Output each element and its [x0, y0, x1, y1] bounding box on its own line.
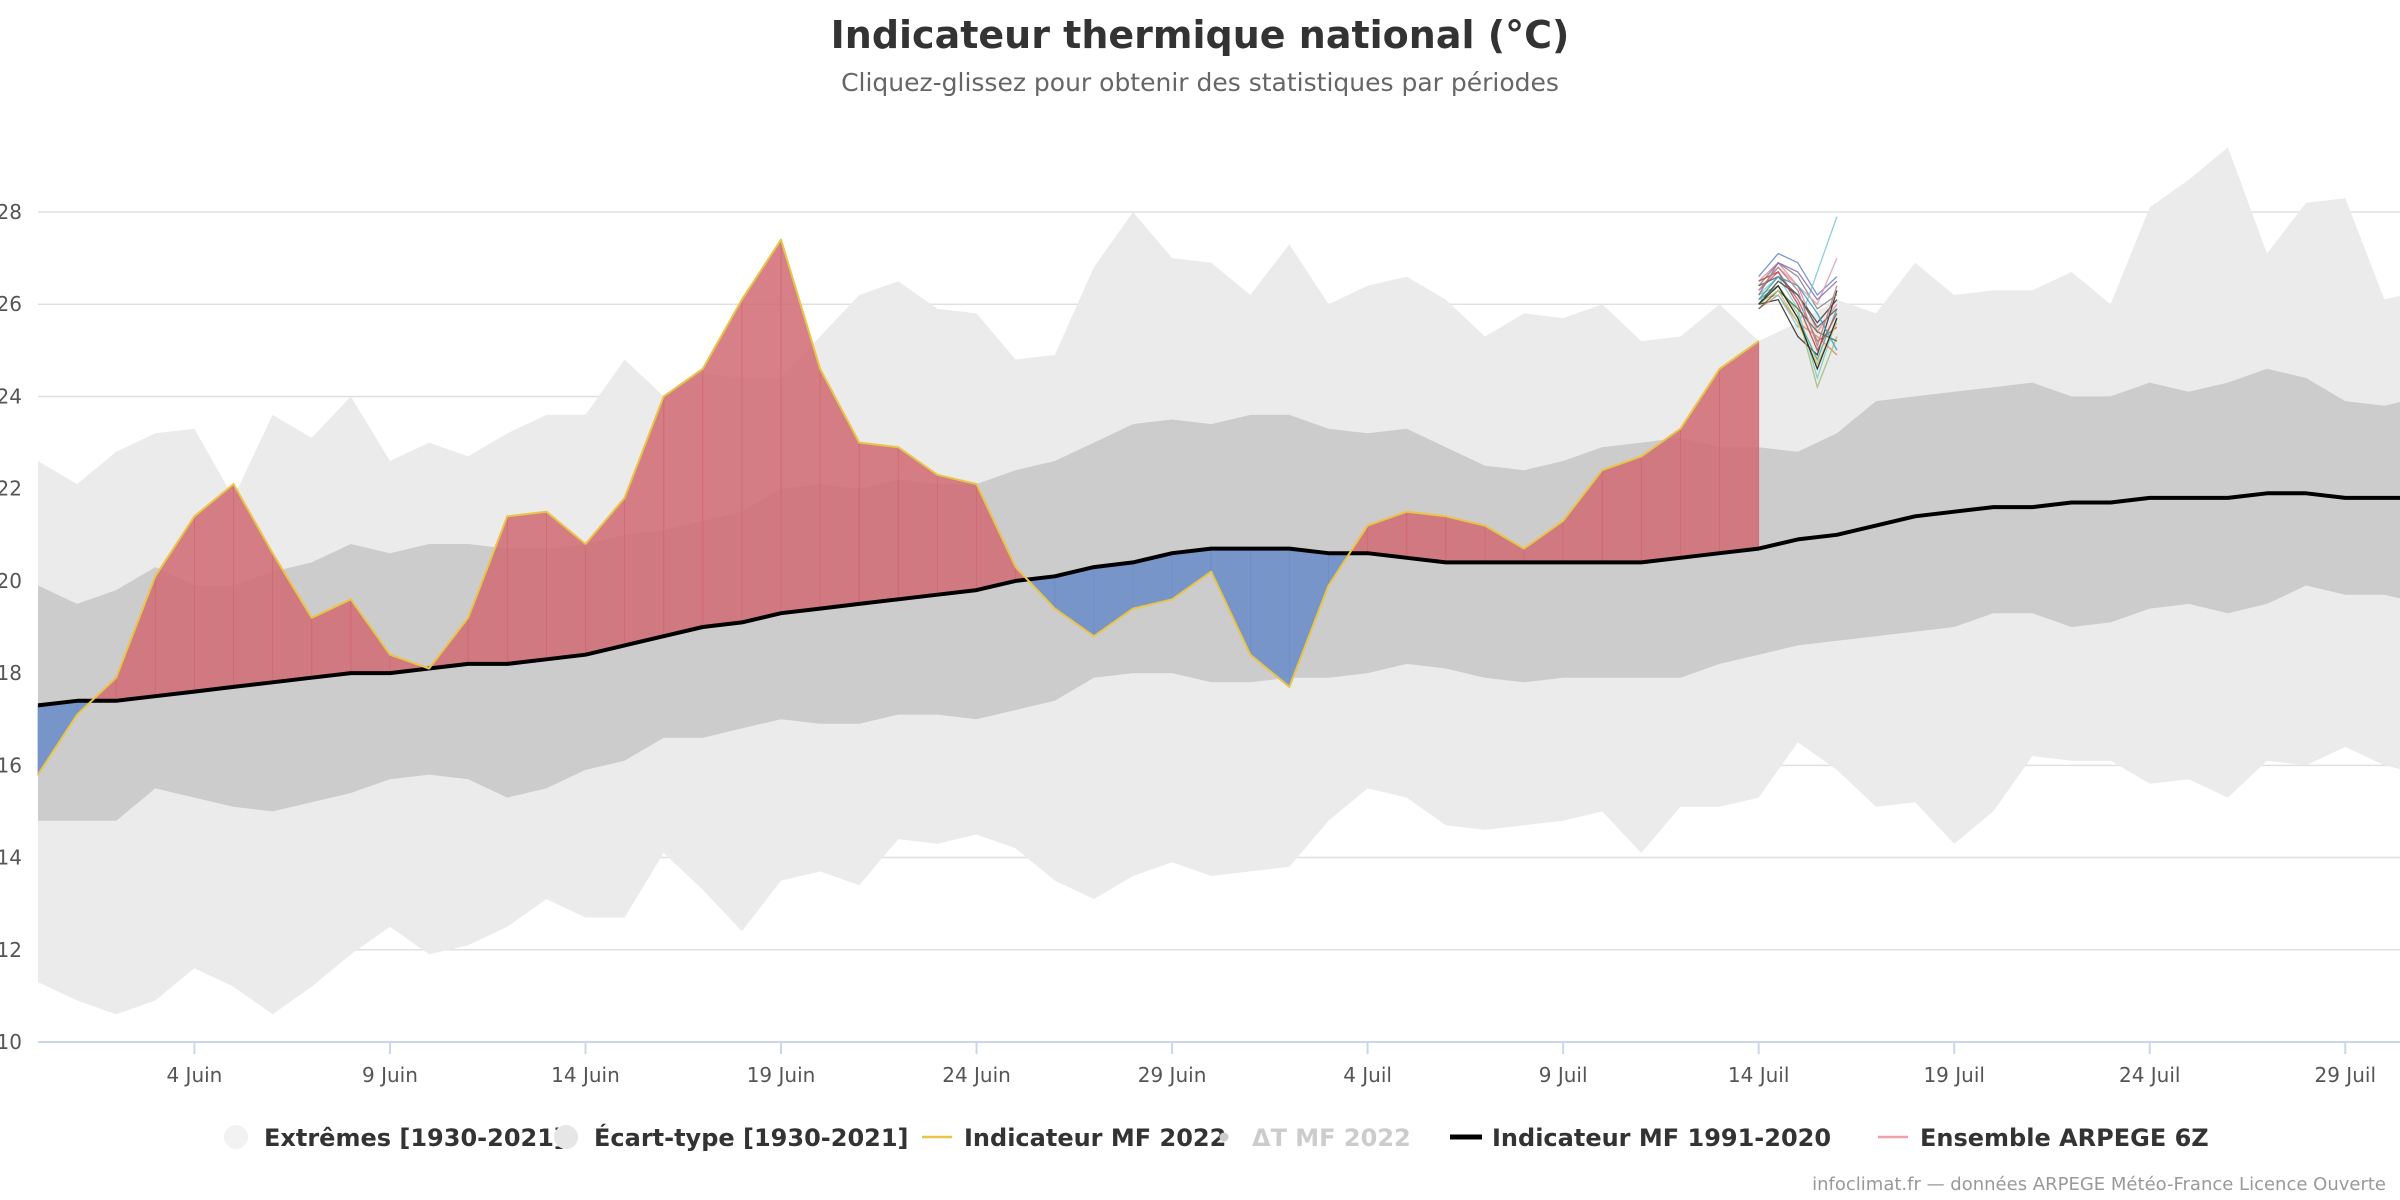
legend-label: Indicateur MF 1991-2020 — [1492, 1124, 1831, 1152]
x-tick-label: 9 Juil — [1539, 1063, 1588, 1087]
ensemble-member-line — [1758, 261, 1838, 301]
x-tick-label: 14 Juin — [551, 1063, 620, 1087]
x-tick-label: 29 Juin — [1138, 1063, 1207, 1087]
x-tick-label: 19 Juin — [747, 1063, 816, 1087]
x-tick-label: 4 Juin — [166, 1063, 222, 1087]
series-line-mf-2022 — [37, 238, 1760, 776]
legend-symbol — [554, 1125, 578, 1149]
ensemble-member-line — [1758, 289, 1838, 342]
warm-anomaly-segment — [702, 298, 743, 628]
ensemble-member-line — [1758, 290, 1838, 357]
warm-anomaly-segment — [937, 474, 977, 596]
legend-item[interactable]: Ensemble ARPEGE 6Z — [1878, 1124, 2209, 1152]
stddev-band — [38, 368, 2400, 821]
x-tick-label: 4 Juil — [1343, 1063, 1392, 1087]
ensemble-member-line — [1758, 261, 1838, 310]
legend-label: ΔT MF 2022 — [1252, 1124, 1411, 1152]
legend-item[interactable]: ΔT MF 2022 — [1219, 1124, 1411, 1152]
ensemble-member-line — [1758, 284, 1838, 371]
legend-item[interactable]: Extrêmes [1930-2021] — [224, 1124, 565, 1152]
warm-anomaly-segment — [663, 368, 704, 637]
x-tick-label: 29 Juil — [2315, 1063, 2377, 1087]
series-lines — [37, 238, 2400, 776]
axes: 10 12 14 16 18 20 22 24 26 28 4 Juin 9 Juin 14 Juin 1… — [0, 200, 2400, 1087]
legend-symbol — [1219, 1132, 1229, 1142]
legend-label: Indicateur MF 2022 — [964, 1124, 1226, 1152]
legend-label: Écart-type [1930-2021] — [594, 1123, 909, 1152]
legend-label: Extrêmes [1930-2021] — [264, 1124, 565, 1152]
x-tick-label: 24 Juil — [2119, 1063, 2181, 1087]
ensemble-member-line — [1758, 275, 1838, 329]
y-tick-label: 26 — [0, 292, 22, 316]
x-tick-label: 14 Juil — [1728, 1063, 1790, 1087]
warm-anomaly-segment — [741, 238, 782, 623]
y-tick-label: 16 — [0, 753, 22, 777]
legend-item[interactable]: Écart-type [1930-2021] — [554, 1123, 909, 1152]
legend-item[interactable]: Indicateur MF 1991-2020 — [1450, 1124, 1831, 1152]
y-tick-label: 14 — [0, 846, 22, 870]
y-tick-label: 28 — [0, 200, 22, 224]
warm-anomaly-segment — [506, 511, 547, 665]
x-tick-label: 9 Juin — [362, 1063, 418, 1087]
chart-subtitle: Cliquez-glissez pour obtenir des statist… — [841, 68, 1559, 97]
legend-symbol — [224, 1125, 248, 1149]
y-tick-label: 20 — [0, 569, 22, 593]
warm-anomaly-segment — [780, 239, 821, 614]
warm-anomaly-segment — [1601, 455, 1642, 563]
y-tick-label: 12 — [0, 938, 22, 962]
ensemble-member-line — [1758, 270, 1838, 343]
legend[interactable]: Extrêmes [1930-2021] Écart-type [1930-202… — [224, 1123, 2209, 1152]
warm-anomaly-segment — [858, 442, 899, 605]
x-tick-label: 24 Juin — [942, 1063, 1011, 1087]
warm-anomaly-segment — [1406, 511, 1447, 563]
y-tick-label: 18 — [0, 661, 22, 685]
y-tick-label: 22 — [0, 477, 22, 501]
warm-anomaly-segment — [1719, 340, 1760, 554]
warm-anomaly-segment — [193, 483, 234, 693]
credits-text[interactable]: infoclimat.fr — données ARPEGE Météo-Fra… — [1812, 1174, 2386, 1195]
chart-title: Indicateur thermique national (°C) — [831, 13, 1570, 57]
series-line-normal-1991-2020 — [37, 491, 2400, 708]
anomaly-areas — [37, 238, 1760, 776]
legend-item[interactable]: Indicateur MF 2022 — [922, 1124, 1226, 1152]
ensemble-member-line — [1758, 266, 1838, 348]
y-tick-label: 10 — [0, 1030, 22, 1054]
x-tick-label: 19 Juil — [1923, 1063, 1985, 1087]
legend-label: Ensemble ARPEGE 6Z — [1920, 1124, 2209, 1152]
y-tick-label: 24 — [0, 384, 22, 408]
ensemble-members — [1758, 216, 1838, 390]
